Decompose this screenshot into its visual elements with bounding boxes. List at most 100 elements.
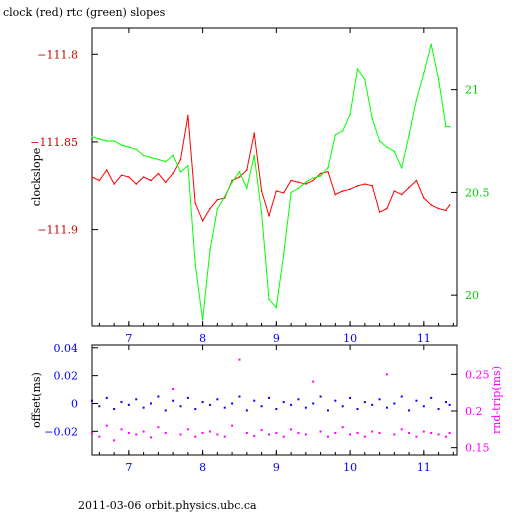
offset-point (437, 408, 440, 411)
round-trip-point (437, 433, 440, 436)
data-point (105, 169, 108, 171)
offset-point (238, 395, 241, 398)
data-point (445, 125, 447, 128)
data-point (319, 172, 322, 175)
offset-point (186, 396, 189, 399)
round-trip-point (356, 432, 359, 434)
data-point (364, 78, 366, 81)
data-point (437, 207, 440, 210)
round-trip-point (275, 432, 278, 434)
data-point (150, 156, 152, 159)
data-point (356, 68, 359, 70)
bottom-series-group (91, 358, 451, 442)
round-trip-point (260, 429, 263, 432)
data-point (98, 138, 101, 140)
data-point (430, 204, 432, 206)
data-point (268, 298, 270, 301)
y2-tick-label: 0.2 (465, 405, 483, 418)
offset-point (290, 403, 293, 406)
offset-point (275, 408, 278, 411)
data-point (120, 144, 123, 146)
offset-point (349, 396, 352, 399)
top-series-group (91, 43, 451, 321)
offset-point (216, 398, 219, 401)
data-point (408, 134, 410, 136)
data-point (216, 198, 219, 201)
data-point (150, 179, 152, 182)
offset-point (422, 405, 425, 408)
round-trip-point (312, 380, 315, 383)
data-point (378, 140, 381, 142)
offset-point (393, 402, 396, 405)
data-point (91, 136, 93, 138)
x-tick-label: 10 (343, 332, 357, 345)
round-trip-point (267, 433, 270, 436)
y2-tick-label: 20 (465, 289, 479, 302)
data-point (305, 183, 307, 185)
data-point (172, 172, 174, 175)
data-point (371, 117, 374, 120)
offset-point (135, 398, 138, 401)
data-point (128, 146, 130, 148)
round-trip-point (194, 435, 197, 438)
data-point (164, 181, 167, 184)
round-trip-point (422, 430, 425, 433)
round-trip-point (341, 426, 344, 429)
round-trip-point (172, 388, 175, 390)
data-point (260, 212, 263, 214)
offset-point (378, 398, 381, 401)
data-point (282, 191, 285, 194)
offset-point (297, 398, 300, 401)
data-point (142, 154, 145, 157)
data-point (327, 166, 329, 169)
data-point (448, 125, 451, 128)
y-tick-label: −111.9 (37, 224, 78, 237)
round-trip-point (349, 433, 352, 436)
offset-point (430, 396, 433, 399)
round-trip-point (186, 428, 189, 431)
offset-point (142, 406, 145, 409)
offset-point (415, 399, 418, 402)
round-trip-point (164, 432, 167, 434)
x-tick-label: 7 (125, 461, 132, 474)
round-trip-point (385, 373, 388, 376)
y-tick-label: 0.02 (54, 370, 79, 383)
bottom-y-axis-label: offset(ms) (30, 372, 43, 428)
data-point (187, 164, 189, 167)
round-trip-point (142, 430, 145, 433)
x-tick-label: 7 (125, 332, 132, 345)
round-trip-point (415, 435, 418, 438)
data-point (415, 179, 418, 182)
data-point (423, 197, 425, 199)
data-point (128, 176, 130, 178)
data-point (297, 181, 300, 184)
offset-point (164, 409, 167, 412)
data-point (231, 181, 233, 183)
data-point (312, 179, 315, 182)
data-point (400, 193, 403, 196)
offset-point (448, 403, 451, 406)
offset-point (201, 401, 204, 404)
offset-point (385, 406, 388, 409)
round-trip-point (135, 433, 138, 436)
round-trip-point (393, 433, 396, 436)
y-tick-label: −0.02 (44, 425, 78, 438)
data-point (356, 184, 359, 187)
data-point (349, 113, 351, 116)
data-point (164, 160, 167, 163)
bottom-axis-ticks: 7 8 9 10 11 0.04 0.02 0 −0.02 0.25 0.2 0.15 (44, 342, 489, 474)
offset-point (341, 405, 344, 408)
data-point (393, 150, 396, 153)
offset-point (363, 401, 366, 404)
offset-point (260, 405, 263, 408)
round-trip-point (149, 436, 152, 439)
offset-point (149, 402, 152, 405)
data-point (386, 146, 388, 148)
data-point (437, 78, 440, 81)
data-point (238, 176, 241, 178)
data-point (400, 166, 403, 169)
data-point (430, 43, 432, 46)
offset-point (444, 401, 447, 404)
round-trip-point (253, 434, 256, 437)
data-point (290, 191, 292, 194)
